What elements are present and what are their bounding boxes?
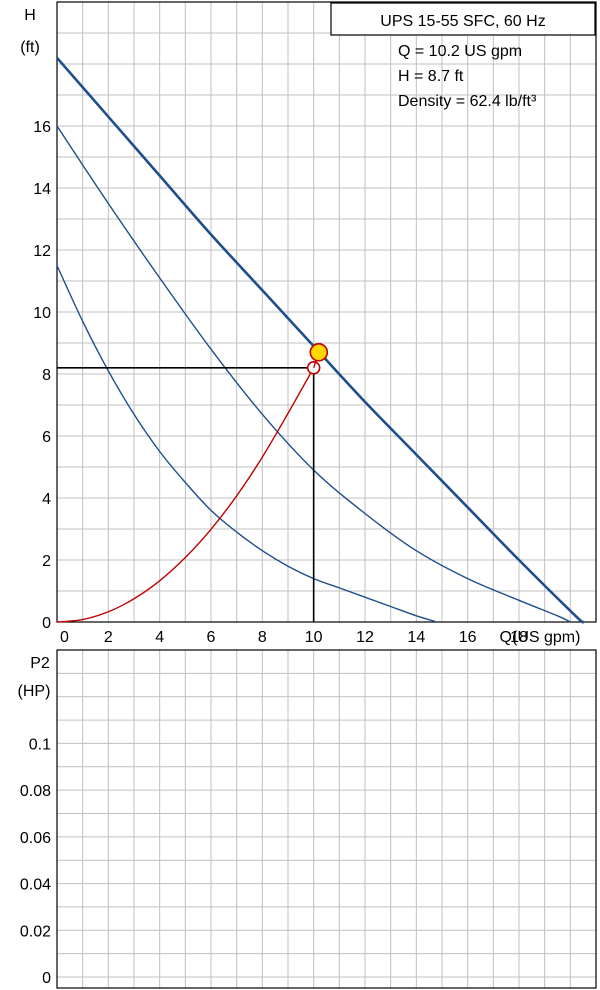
power-tick-label: 0.06: [20, 830, 51, 847]
y-tick-label: 6: [42, 429, 51, 446]
x-tick-label: 4: [155, 629, 164, 646]
x-tick-label: 18: [510, 629, 528, 646]
power-plot-frame: [56, 649, 597, 989]
operating-point-marker: [309, 342, 329, 362]
power-tick-label: 0.08: [20, 783, 51, 800]
info-density: Density = 62.4 lb/ft³: [398, 93, 537, 110]
head-axis-unit: (ft): [20, 39, 40, 56]
power-chart-grid: [56, 649, 597, 989]
y-tick-label: 2: [42, 553, 51, 570]
y-tick-label: 10: [33, 305, 51, 322]
power-axis-title: P2: [30, 655, 50, 672]
power-tick-label: 0.04: [20, 877, 51, 894]
chart-title: UPS 15-55 SFC, 60 Hz: [380, 13, 545, 30]
operating-points: [57, 342, 329, 622]
head-axis-title: H: [24, 7, 36, 24]
x-tick-label: 12: [356, 629, 374, 646]
y-tick-label: 4: [42, 491, 51, 508]
info-head: H = 8.7 ft: [398, 68, 464, 85]
power-tick-label: 0: [42, 970, 51, 987]
title-box: [330, 2, 596, 36]
x-tick-label: 14: [407, 629, 425, 646]
pump-curve-3: [56, 265, 438, 623]
x-tick-label: 16: [459, 629, 477, 646]
x-tick-label: 2: [104, 629, 113, 646]
head-plot-frame: [56, 1, 597, 623]
y-tick-label: 12: [33, 243, 51, 260]
pump-curve-1: [56, 56, 585, 624]
x-tick-label: 6: [207, 629, 216, 646]
power-tick-label: 0.1: [29, 736, 51, 753]
y-tick-label: 8: [42, 367, 51, 384]
system-curve: [56, 367, 315, 623]
power-tick-label: 0.02: [20, 923, 51, 940]
power-axis-unit: (HP): [18, 683, 51, 700]
head-curves: [56, 56, 585, 624]
flow-axis-title: Q(US gpm): [500, 629, 581, 646]
x-tick-label: 10: [305, 629, 323, 646]
info-flow: Q = 10.2 US gpm: [398, 43, 522, 60]
info-box: UPS 15-55 SFC, 60 Hz Q = 10.2 US gpm H =…: [330, 2, 596, 110]
axis-ticks: 0 2 4 6 8 10 12 14 16 18 0 2 4 6 8 10 12 14 16 0 0.02 0.04 0.0…: [20, 119, 528, 987]
x-tick-label: 8: [258, 629, 267, 646]
y-tick-label: 16: [33, 119, 51, 136]
y-tick-label: 0: [42, 615, 51, 632]
x-tick-label: 0: [60, 629, 69, 646]
head-chart-grid: [56, 1, 597, 623]
y-tick-label: 14: [33, 181, 51, 198]
